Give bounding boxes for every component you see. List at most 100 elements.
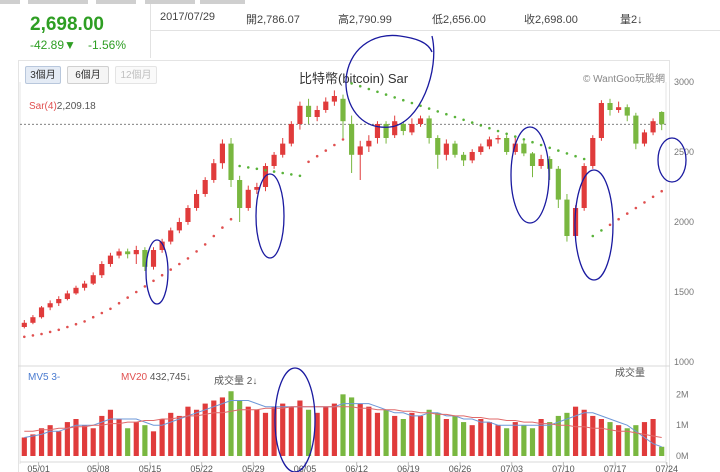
candle-body (624, 107, 630, 116)
candle-body (125, 251, 131, 255)
low-value: 低2,656.00 (432, 14, 486, 26)
tab-stub[interactable] (145, 0, 195, 4)
volume-tick-label: 0M (676, 451, 689, 461)
volume-bar (202, 403, 208, 456)
range-3m-button[interactable]: 3個月 (25, 66, 61, 84)
candle-body (349, 124, 355, 155)
candle-body (219, 143, 225, 164)
volume-bar (529, 428, 536, 456)
candle-body (185, 208, 191, 222)
sar-dot (643, 201, 646, 204)
sar-dot (221, 226, 224, 229)
tab-stub[interactable] (28, 0, 88, 4)
volume-legend: 成交量 2↓ (214, 372, 257, 387)
candle-body (633, 115, 639, 144)
candle-body (409, 124, 415, 133)
sar-dot (341, 138, 345, 141)
tab-stub[interactable] (0, 0, 20, 4)
volume-bar (73, 419, 79, 456)
volume-bar (245, 406, 251, 456)
candle-body (564, 199, 570, 236)
sar-dot (66, 325, 69, 329)
annotation-circle (255, 173, 285, 259)
sar-dot (281, 171, 285, 175)
candle-body (521, 143, 527, 154)
candle-body (650, 121, 656, 133)
sar-dot (625, 212, 629, 215)
sar-dot (393, 96, 396, 99)
top-tab-strip (0, 0, 720, 4)
sar-dot (367, 87, 371, 91)
candle-body (107, 255, 114, 264)
candle-body (426, 118, 432, 138)
sar-dot (134, 290, 138, 294)
sar-dot (600, 229, 603, 232)
candle-body (417, 118, 424, 124)
chart-panel: 3個月 6個月 12個月 比特幣(bitcoin) Sar © WantGoo玩… (18, 60, 670, 472)
sar-dot (384, 93, 388, 96)
y-tick-label: 2000 (674, 217, 694, 227)
volume-bar (426, 409, 432, 456)
candle-body (659, 111, 665, 125)
candle-body (228, 143, 234, 180)
sar-dot (427, 107, 431, 110)
volume-bar (211, 400, 217, 456)
candle-body (529, 153, 536, 166)
volume-bar (280, 403, 286, 456)
volume-bar (624, 428, 630, 456)
candle-body (116, 251, 122, 256)
candle-body (392, 121, 398, 136)
sar-dot (462, 118, 465, 122)
mv20-legend: MV20 432,745↓ (121, 372, 191, 383)
candle-body (340, 98, 346, 122)
sar-dot (453, 115, 457, 119)
volume-bar (659, 446, 665, 456)
sar-dot (445, 112, 448, 116)
sar-dot (126, 296, 129, 299)
x-tick-label: 07/24 (656, 464, 679, 472)
sar-dot (333, 143, 336, 147)
candle-body (616, 107, 622, 110)
x-tick-label: 05/15 (139, 464, 162, 472)
mv5-line (24, 400, 662, 448)
candle-body (598, 103, 604, 138)
x-tick-label: 06/12 (345, 464, 368, 472)
annotation-circle (657, 137, 687, 183)
volume-bar (547, 422, 553, 456)
range-6m-button[interactable]: 6個月 (67, 66, 109, 84)
volume-bar (512, 422, 518, 456)
annotation-circle (574, 169, 614, 281)
range-12m-button[interactable]: 12個月 (115, 66, 157, 84)
sar-dot (358, 84, 362, 88)
volume-bar (331, 403, 337, 456)
candle-body (30, 317, 36, 323)
candle-body (512, 143, 518, 152)
sar-dot (505, 132, 508, 136)
candle-body (64, 293, 70, 299)
sar-dot (298, 174, 302, 178)
volume-bar (521, 425, 527, 456)
tab-stub[interactable] (200, 0, 245, 4)
sar-dot (143, 285, 147, 288)
candle-body (245, 189, 251, 208)
mv20-line (24, 406, 662, 438)
tab-stub[interactable] (96, 0, 136, 4)
mv20-legend-value: 432,745↓ (149, 372, 192, 383)
sar-legend: Sar(4)2,209.18 (29, 101, 96, 112)
x-tick-label: 05/22 (190, 464, 213, 472)
candle-body (323, 101, 329, 110)
sar-dot (255, 167, 259, 171)
sar-dot (436, 110, 440, 113)
volume-bar (228, 391, 234, 456)
mv5-legend: MV5 3- (28, 372, 60, 383)
sar-dot (410, 101, 414, 105)
y-tick-label: 1500 (674, 287, 694, 297)
volume-bar (495, 425, 501, 456)
volume-bar (64, 422, 70, 456)
candle-body (271, 154, 277, 166)
annotation-circle (145, 239, 169, 305)
candle-body (202, 180, 208, 194)
sar-dot (496, 129, 500, 133)
volume-bar (607, 422, 613, 456)
